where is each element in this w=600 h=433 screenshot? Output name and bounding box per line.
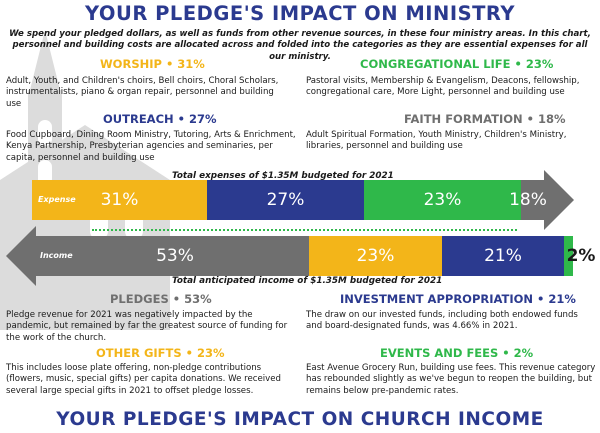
income-arrow-tip (6, 226, 36, 286)
intro-text: We spend your pledged dollars, as well a… (9, 29, 591, 62)
other-gifts-heading: OTHER GIFTS • 23% (96, 346, 225, 360)
expense-arrow-tip (544, 170, 574, 230)
expense-caption: Total expenses of $1.35M budgeted for 20… (172, 171, 394, 181)
worship-description-block: Adult, Youth, and Children's choirs, Bel… (6, 75, 288, 110)
investment-heading: INVESTMENT APPROPRIATION • 21% (340, 292, 576, 306)
congregational-description: Pastoral visits, Membership & Evangelism… (306, 76, 580, 98)
income-pledges-value: 53% (156, 246, 194, 266)
worship-description: Adult, Youth, and Children's choirs, Bel… (6, 76, 279, 109)
congregational-description-block: Pastoral visits, Membership & Evangelism… (306, 75, 596, 99)
pledges-description-block: Pledge revenue for 2021 was negatively i… (6, 309, 296, 344)
expense-segment-congregational: 23% (364, 180, 521, 220)
outreach-description-block: Food Cupboard, Dining Room Ministry, Tut… (6, 129, 296, 164)
other-gifts-description-block: This includes loose plate offering, non-… (6, 362, 298, 397)
worship-category: WORSHIP • 31% (100, 57, 290, 71)
faith-description: Adult Spiritual Formation, Youth Ministr… (306, 130, 567, 152)
investment-description: The draw on our invested funds, includin… (306, 310, 578, 332)
congregational-category: CONGREGATIONAL LIFE • 23% (360, 57, 595, 71)
expense-segment-faith: 18% (509, 190, 547, 210)
bottom-title: YOUR PLEDGE'S IMPACT ON CHURCH INCOME (56, 409, 544, 430)
events-heading: EVENTS AND FEES • 2% (380, 346, 534, 360)
income-label: Income (40, 251, 73, 260)
expense-segment-worship: 31% (32, 180, 207, 220)
investment-description-block: The draw on our invested funds, includin… (306, 309, 596, 333)
income-bar: 23% 21% (36, 236, 573, 276)
expense-segment-faith-body (521, 180, 544, 220)
expense-segment-outreach: 27% (207, 180, 364, 220)
pledges-heading: PLEDGES • 53% (110, 292, 212, 306)
income-events-value: 2% (566, 246, 596, 266)
income-caption: Total anticipated income of $1.35M budge… (172, 276, 443, 286)
investment-category: INVESTMENT APPROPRIATION • 21% (340, 292, 598, 306)
page-title: YOUR PLEDGE'S IMPACT ON MINISTRY (85, 2, 515, 25)
other-gifts-description: This includes loose plate offering, non-… (6, 363, 281, 396)
expense-bar: 31% 27% 23% (32, 180, 544, 220)
faith-category: FAITH FORMATION • 18% (404, 112, 594, 126)
worship-heading: WORSHIP • 31% (100, 57, 205, 71)
pledges-category: PLEDGES • 53% (110, 292, 290, 306)
outreach-category: OUTREACH • 27% (103, 112, 293, 126)
other-gifts-category: OTHER GIFTS • 23% (96, 346, 296, 360)
events-description-block: East Avenue Grocery Run, building use fe… (306, 362, 596, 397)
congregational-heading: CONGREGATIONAL LIFE • 23% (360, 57, 554, 71)
income-segment-other-gifts: 23% (309, 236, 442, 276)
outreach-heading: OUTREACH • 27% (103, 112, 217, 126)
income-segment-investment: 21% (442, 236, 564, 276)
dotted-divider (92, 229, 517, 231)
outreach-description: Food Cupboard, Dining Room Ministry, Tut… (6, 130, 296, 163)
events-description: East Avenue Grocery Run, building use fe… (306, 363, 596, 396)
pledges-description: Pledge revenue for 2021 was negatively i… (6, 310, 288, 343)
income-segment-events (564, 236, 573, 276)
faith-heading: FAITH FORMATION • 18% (404, 112, 566, 126)
expense-label: Expense (38, 195, 76, 204)
faith-description-block: Adult Spiritual Formation, Youth Ministr… (306, 129, 591, 153)
income-segment-pledges (36, 236, 309, 276)
events-category: EVENTS AND FEES • 2% (380, 346, 590, 360)
